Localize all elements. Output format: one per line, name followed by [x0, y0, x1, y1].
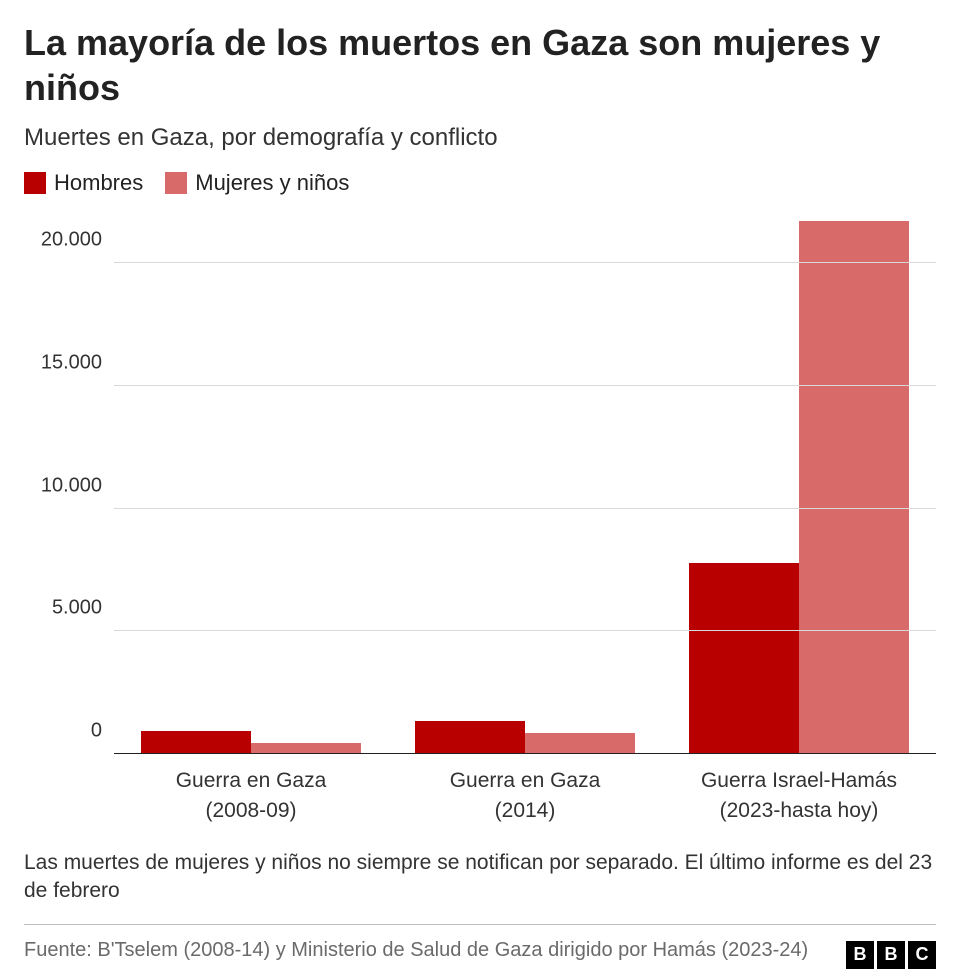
- x-tick-label: Guerra en Gaza(2014): [395, 766, 655, 827]
- bar-group: [689, 214, 909, 754]
- gridline: [114, 385, 936, 386]
- legend-swatch-hombres: [24, 172, 46, 194]
- x-tick-label: Guerra en Gaza(2008-09): [121, 766, 381, 827]
- y-tick-label: 15.000: [41, 351, 114, 374]
- bar-groups: [114, 214, 936, 754]
- source-text: Fuente: B'Tselem (2008-14) y Ministerio …: [24, 937, 826, 964]
- y-tick-label: 20.000: [41, 229, 114, 252]
- chart-footnote: Las muertes de mujeres y niños no siempr…: [24, 849, 936, 906]
- logo-letter-c: C: [908, 941, 936, 969]
- footer: Fuente: B'Tselem (2008-14) y Ministerio …: [24, 937, 936, 969]
- gridline: [114, 630, 936, 631]
- bar-group: [141, 214, 361, 754]
- chart-title: La mayoría de los muertos en Gaza son mu…: [24, 20, 936, 110]
- gridline: [114, 262, 936, 263]
- bar-hombres: [415, 721, 525, 754]
- gridline: [114, 508, 936, 509]
- chart-area: 05.00010.00015.00020.000: [114, 214, 936, 754]
- legend-item-mujeres: Mujeres y niños: [165, 170, 349, 196]
- logo-letter-b2: B: [877, 941, 905, 969]
- bbc-logo: B B C: [846, 937, 936, 969]
- y-tick-label: 0: [91, 720, 114, 743]
- bar-group: [415, 214, 635, 754]
- plot: 05.00010.00015.00020.000: [114, 214, 936, 754]
- bar-hombres: [141, 731, 251, 754]
- logo-letter-b1: B: [846, 941, 874, 969]
- bar-mujeres-ninos: [799, 221, 909, 754]
- legend-label-mujeres: Mujeres y niños: [195, 170, 349, 196]
- legend-swatch-mujeres: [165, 172, 187, 194]
- y-tick-label: 5.000: [52, 597, 114, 620]
- x-axis-labels: Guerra en Gaza(2008-09)Guerra en Gaza(20…: [114, 766, 936, 827]
- y-tick-label: 10.000: [41, 474, 114, 497]
- bar-mujeres-ninos: [525, 733, 635, 754]
- chart-subtitle: Muertes en Gaza, por demografía y confli…: [24, 124, 936, 152]
- legend: Hombres Mujeres y niños: [24, 170, 936, 196]
- footer-divider: [24, 924, 936, 925]
- bar-hombres: [689, 563, 799, 754]
- x-axis-baseline: [114, 753, 936, 754]
- x-tick-label: Guerra Israel-Hamás(2023-hasta hoy): [669, 766, 929, 827]
- legend-label-hombres: Hombres: [54, 170, 143, 196]
- legend-item-hombres: Hombres: [24, 170, 143, 196]
